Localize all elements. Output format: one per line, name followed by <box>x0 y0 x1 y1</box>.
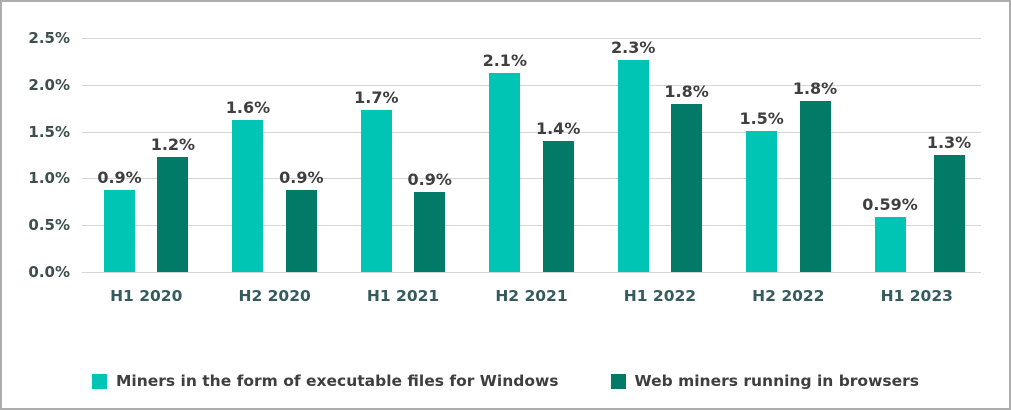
gridline <box>82 38 981 39</box>
data-label: 1.5% <box>739 108 784 128</box>
bar-wrap-executable-miners: 0.9% <box>97 38 142 272</box>
bar-web-miners <box>414 191 446 272</box>
bar-executable-miners <box>232 120 264 272</box>
legend-swatch <box>91 373 107 389</box>
legend-swatch <box>610 373 626 389</box>
chart-body: 0.0% 0.5% 1.0% 1.5% 2.0% 2.5% 0.9% 1.2% 1.6% 0.9… <box>22 29 981 320</box>
x-axis: H1 2020 H2 2020 H1 2021 H2 2021 H1 2022 H2 20… <box>82 272 981 320</box>
bar-wrap-executable-miners: 2.1% <box>483 38 527 272</box>
bar-group: 0.59% 1.3% <box>853 38 981 272</box>
bar-wrap-web-miners: 1.8% <box>664 38 709 272</box>
data-label: 0.9% <box>97 167 142 187</box>
gridline <box>82 84 981 86</box>
gridline <box>82 272 981 273</box>
gridline <box>82 178 981 180</box>
legend: Miners in the form of executable files f… <box>2 372 1009 390</box>
y-tick-label: 2.0% <box>28 75 70 94</box>
x-tick-label: H1 2023 <box>880 287 953 305</box>
bar-group: 1.7% 0.9% <box>339 38 467 272</box>
bar-web-miners <box>285 189 317 272</box>
bar-group: 2.3% 1.8% <box>596 38 724 272</box>
bar-executable-miners <box>489 72 521 272</box>
y-tick-label: 2.5% <box>28 29 70 47</box>
data-label: 1.7% <box>354 88 399 108</box>
legend-label: Miners in the form of executable files f… <box>115 372 559 390</box>
bar-web-miners <box>157 156 189 272</box>
x-tick-label: H2 2021 <box>495 287 568 305</box>
x-tick-label: H2 2020 <box>238 287 311 305</box>
y-tick-label: 0.5% <box>28 216 70 235</box>
bar-wrap-web-miners: 0.9% <box>408 38 452 272</box>
bar-wrap-executable-miners: 1.6% <box>226 38 270 272</box>
plot-area: 0.9% 1.2% 1.6% 0.9% 1.7% 0.9% 2.1% 1.4% 2.3% 1.8%… <box>82 38 981 273</box>
bar-executable-miners <box>104 189 136 272</box>
legend-item-web-miners: Web miners running in browsers <box>610 372 920 390</box>
bar-wrap-web-miners: 1.2% <box>151 38 195 272</box>
gridline <box>82 225 981 227</box>
data-label: 2.1% <box>482 50 527 70</box>
data-label: 1.6% <box>225 98 271 118</box>
bar-wrap-executable-miners: 1.5% <box>739 38 784 272</box>
data-label: 1.8% <box>664 82 709 102</box>
x-tick-label: H1 2022 <box>623 287 697 305</box>
bar-executable-miners <box>360 110 392 272</box>
x-tick-label: H1 2021 <box>366 287 440 305</box>
data-label: 2.3% <box>611 38 656 57</box>
bar-group: 2.1% 1.4% <box>467 38 595 272</box>
data-label: 0.9% <box>407 169 452 189</box>
data-label: 1.8% <box>792 78 838 98</box>
legend-item-executable-miners: Miners in the form of executable files f… <box>91 372 559 390</box>
bar-executable-miners <box>874 216 906 272</box>
y-tick-label: 1.5% <box>28 122 70 141</box>
bar-wrap-executable-miners: 1.7% <box>354 38 399 272</box>
data-label: 0.59% <box>862 194 918 214</box>
bar-executable-miners <box>746 130 778 272</box>
y-tick-label: 0.0% <box>28 263 70 281</box>
gridlines <box>82 38 981 273</box>
bar-group: 1.5% 1.8% <box>724 38 852 272</box>
bar-web-miners <box>542 140 574 272</box>
data-label: 1.4% <box>535 118 581 138</box>
bar-wrap-executable-miners: 0.59% <box>862 38 918 272</box>
data-label: 0.9% <box>279 167 324 187</box>
y-axis: 0.0% 0.5% 1.0% 1.5% 2.0% 2.5% <box>22 29 82 281</box>
bar-web-miners <box>671 104 703 272</box>
legend-label: Web miners running in browsers <box>634 372 920 390</box>
bar-wrap-web-miners: 1.4% <box>536 38 580 272</box>
bar-wrap-web-miners: 1.8% <box>793 38 837 272</box>
bar-web-miners <box>799 100 831 272</box>
x-tick-label: H2 2022 <box>752 287 825 305</box>
x-tick-label: H1 2020 <box>110 287 183 305</box>
bar-group: 1.6% 0.9% <box>210 38 338 272</box>
bar-web-miners <box>933 155 965 272</box>
bar-executable-miners <box>617 60 649 272</box>
data-label: 1.3% <box>926 133 972 152</box>
bar-wrap-web-miners: 1.3% <box>927 38 971 272</box>
data-label: 1.2% <box>150 134 196 154</box>
y-tick-label: 1.0% <box>28 169 70 188</box>
bar-wrap-web-miners: 0.9% <box>279 38 324 272</box>
bar-group: 0.9% 1.2% <box>82 38 210 272</box>
bar-wrap-executable-miners: 2.3% <box>611 38 655 272</box>
gridline <box>82 131 981 133</box>
